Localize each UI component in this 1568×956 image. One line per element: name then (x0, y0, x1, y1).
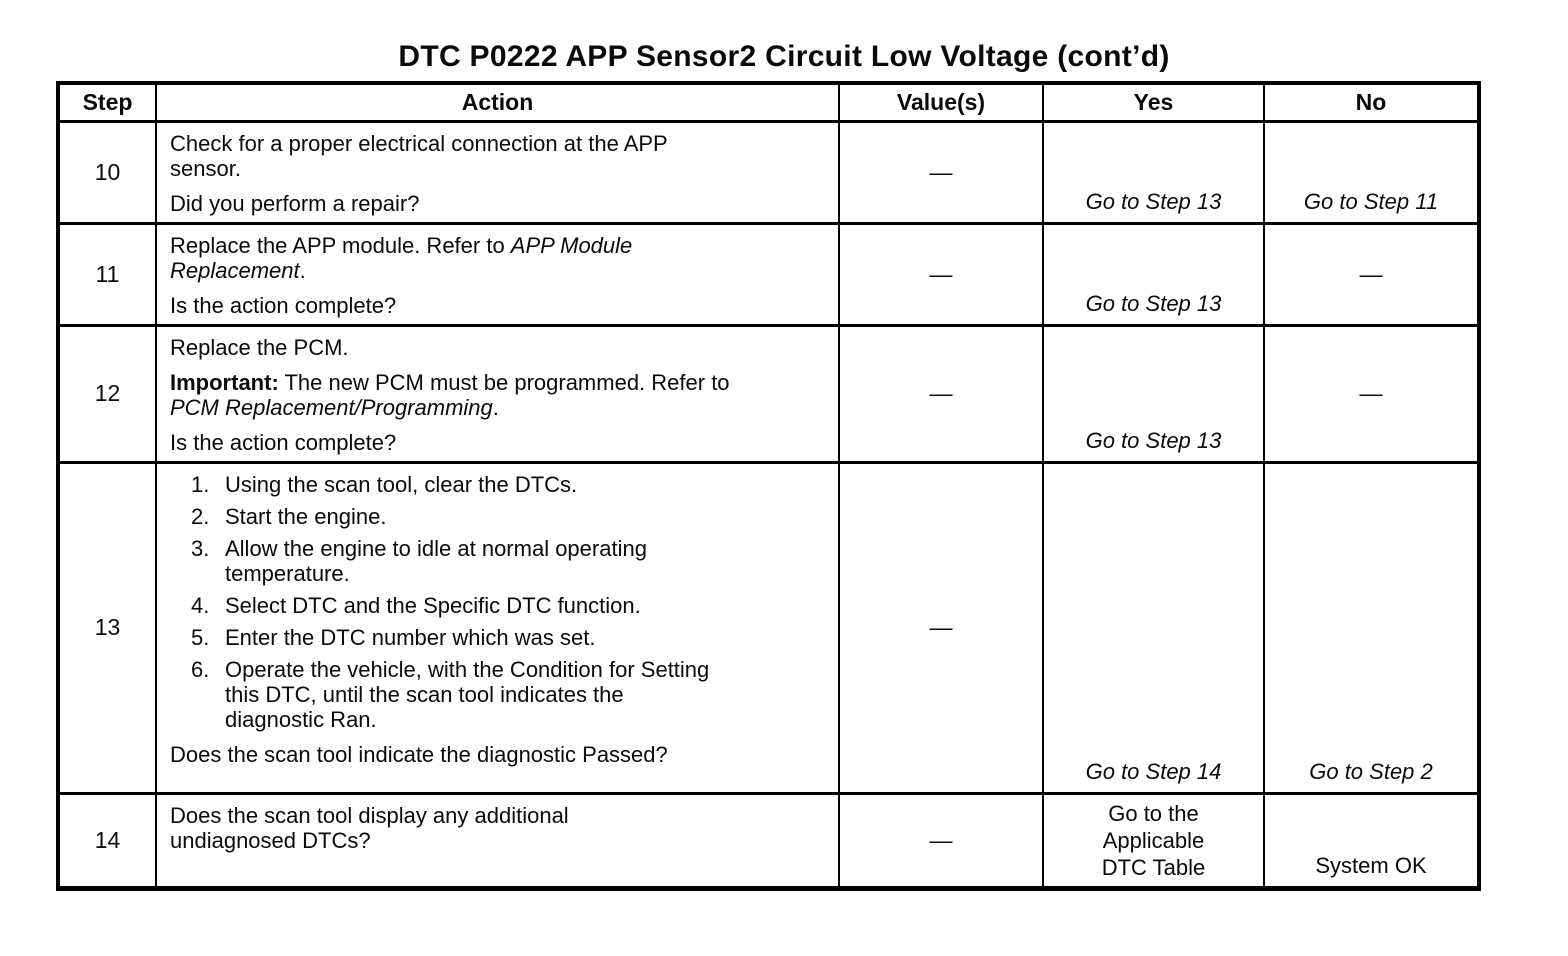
yes-cell: Go to Step 14 (1042, 460, 1265, 795)
header-yes: Yes (1042, 81, 1265, 123)
step-cell: 10 (57, 119, 157, 225)
table-header-row: Step Action Value(s) Yes No (57, 81, 1480, 123)
action-paragraph: Does the scan tool display any additiona… (170, 803, 826, 853)
header-values: Value(s) (838, 81, 1044, 123)
action-numbered-list: 1. Using the scan tool, clear the DTCs. … (170, 472, 826, 732)
value-cell: — (838, 460, 1044, 795)
list-item: 5. Enter the DTC number which was set. (191, 624, 596, 650)
value-cell: — (838, 119, 1044, 225)
action-question: Is the action complete? (170, 429, 397, 455)
yes-line: Applicable (1102, 827, 1205, 853)
list-item: 2. Start the engine. (191, 503, 387, 529)
header-no: No (1263, 81, 1480, 123)
yes-cell: Go to the Applicable DTC Table (1042, 791, 1265, 890)
dtc-diagnostic-table: Step Action Value(s) Yes No 10 Check for… (56, 81, 1481, 891)
action-line: Check for a proper electrical connection… (170, 130, 668, 156)
action-question: Did you perform a repair? (170, 190, 420, 216)
step-cell: 11 (57, 221, 157, 327)
yes-cell: Go to Step 13 (1042, 221, 1265, 327)
value-cell: — (838, 791, 1044, 890)
yes-cell: Go to Step 13 (1042, 323, 1265, 464)
no-cell: Go to Step 11 (1263, 119, 1480, 225)
action-line: Does the scan tool display any additiona… (170, 802, 569, 828)
action-cell: Replace the PCM. Important: The new PCM … (155, 323, 840, 464)
action-paragraph: Replace the PCM. (170, 334, 349, 360)
step-cell: 14 (57, 791, 157, 890)
action-line: Replace the APP module. Refer to APP Mod… (170, 232, 633, 258)
table-row-step-10: 10 Check for a proper electrical connect… (57, 119, 1480, 225)
action-cell: Check for a proper electrical connection… (155, 119, 840, 225)
table-row-step-13: 13 1. Using the scan tool, clear the DTC… (57, 460, 1480, 795)
page-title: DTC P0222 APP Sensor2 Circuit Low Voltag… (398, 40, 1170, 73)
action-cell: Does the scan tool display any additiona… (155, 791, 840, 890)
header-action: Action (155, 81, 840, 123)
action-paragraph: Check for a proper electrical connection… (170, 131, 826, 181)
table-row-step-11: 11 Replace the APP module. Refer to APP … (57, 221, 1480, 327)
action-cell: 1. Using the scan tool, clear the DTCs. … (155, 460, 840, 795)
no-cell: Go to Step 2 (1263, 460, 1480, 795)
no-cell: System OK (1263, 791, 1480, 890)
list-item: 6. Operate the vehicle, with the Conditi… (191, 656, 710, 732)
action-cell: Replace the APP module. Refer to APP Mod… (155, 221, 840, 327)
action-line: PCM Replacement/Programming. (170, 394, 499, 420)
action-line: Important: The new PCM must be programme… (170, 369, 730, 395)
action-paragraph: Important: The new PCM must be programme… (170, 370, 826, 420)
yes-cell: Go to Step 13 (1042, 119, 1265, 225)
action-line: sensor. (170, 155, 241, 181)
value-cell: — (838, 323, 1044, 464)
action-question: Is the action complete? (170, 292, 397, 318)
value-cell: — (838, 221, 1044, 327)
table-row-step-12: 12 Replace the PCM. Important: The new P… (57, 323, 1480, 464)
table-row-step-14: 14 Does the scan tool display any additi… (57, 791, 1480, 890)
action-question: Does the scan tool indicate the diagnost… (170, 741, 668, 767)
yes-line: DTC Table (1101, 854, 1206, 880)
list-item: 1. Using the scan tool, clear the DTCs. (191, 471, 578, 497)
no-cell: — (1263, 323, 1480, 464)
yes-line: Go to the (1108, 800, 1199, 826)
action-paragraph: Replace the APP module. Refer to APP Mod… (170, 233, 826, 283)
step-cell: 12 (57, 323, 157, 464)
header-step: Step (57, 81, 157, 123)
list-item: 3. Allow the engine to idle at normal op… (191, 535, 647, 586)
action-line: Replacement. (170, 257, 306, 283)
action-line: undiagnosed DTCs? (170, 827, 371, 853)
step-cell: 13 (57, 460, 157, 795)
list-item: 4. Select DTC and the Specific DTC funct… (191, 592, 641, 618)
no-cell: — (1263, 221, 1480, 327)
